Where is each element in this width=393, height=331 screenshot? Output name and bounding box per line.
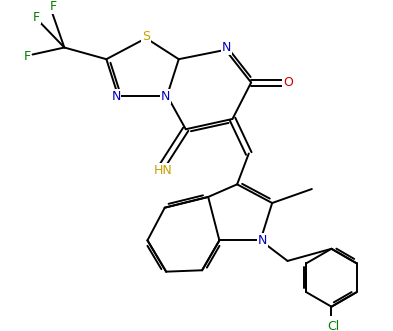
Text: S: S — [142, 30, 150, 43]
Text: F: F — [33, 11, 40, 24]
Text: Cl: Cl — [328, 320, 340, 331]
Text: HN: HN — [154, 164, 173, 177]
Text: O: O — [283, 76, 293, 89]
Text: N: N — [222, 41, 231, 55]
Text: F: F — [50, 0, 57, 13]
Text: N: N — [112, 90, 121, 103]
Text: F: F — [24, 50, 31, 63]
Text: N: N — [160, 90, 170, 103]
Text: N: N — [258, 234, 267, 247]
